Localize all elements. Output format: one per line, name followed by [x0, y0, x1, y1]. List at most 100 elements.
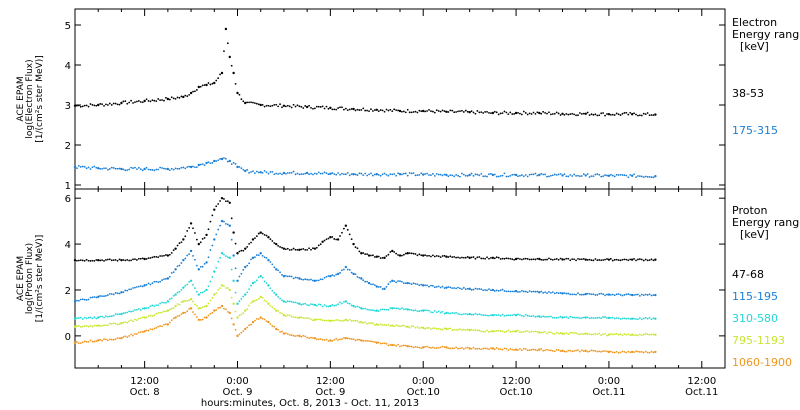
- data-point-trail: [478, 111, 481, 114]
- data-point-trail: [302, 173, 305, 176]
- data-point: [282, 104, 286, 108]
- data-point: [514, 257, 518, 261]
- data-point-trail: [418, 173, 421, 176]
- data-point-trail: [348, 233, 351, 236]
- data-point: [352, 304, 355, 308]
- data-point: [197, 242, 201, 246]
- data-point-trail: [395, 324, 398, 327]
- data-point: [654, 317, 657, 320]
- data-point: [189, 297, 193, 301]
- data-point-trail: [459, 175, 461, 178]
- data-point-trail: [255, 318, 258, 320]
- data-point-trail: [602, 175, 605, 178]
- data-point-trail: [99, 315, 102, 318]
- data-point-trail: [638, 351, 641, 353]
- data-point-trail: [598, 332, 601, 335]
- data-point: [538, 315, 541, 318]
- data-point-trail: [288, 300, 291, 303]
- data-point: [514, 314, 518, 317]
- data-point-trail: [87, 340, 90, 343]
- data-point-trail: [288, 105, 291, 108]
- data-point-trail: [586, 111, 589, 114]
- data-point-trail: [215, 309, 218, 311]
- data-point-trail: [250, 301, 252, 304]
- data-point-trail: [317, 318, 320, 321]
- data-point-trail: [532, 314, 535, 317]
- data-point-trail: [619, 114, 622, 116]
- data-point-trail: [257, 254, 260, 257]
- data-point: [259, 252, 262, 255]
- data-point: [561, 258, 564, 261]
- data-point-trail: [642, 259, 645, 262]
- data-point-trail: [606, 293, 608, 296]
- data-point-trail: [524, 330, 527, 333]
- data-point-trail: [188, 280, 191, 283]
- legend-entry: 38-53: [732, 87, 764, 100]
- data-point: [205, 304, 208, 308]
- data-point: [251, 281, 255, 285]
- data-point: [422, 326, 425, 330]
- data-point: [352, 173, 355, 176]
- data-point-trail: [501, 174, 504, 177]
- data-point-trail: [180, 95, 183, 98]
- data-point-trail: [497, 256, 500, 259]
- data-point-trail: [83, 104, 86, 107]
- data-point: [213, 238, 216, 241]
- legend-entry: 175-315: [732, 124, 778, 137]
- data-point-trail: [615, 173, 618, 176]
- data-point-trail: [453, 347, 456, 350]
- data-point-trail: [490, 172, 492, 175]
- data-point-trail: [195, 166, 198, 168]
- data-point-trail: [569, 293, 572, 296]
- data-point-trail: [404, 325, 407, 328]
- data-point-trail: [358, 338, 361, 341]
- data-point-trail: [226, 310, 229, 313]
- data-point-trail: [172, 307, 175, 309]
- data-point-trail: [431, 254, 434, 257]
- data-point-trail: [505, 175, 508, 178]
- data-point-trail: [79, 325, 82, 328]
- data-point-trail: [358, 306, 361, 309]
- data-point: [174, 268, 177, 271]
- data-point-trail: [319, 338, 322, 340]
- data-point-trail: [509, 348, 512, 350]
- data-point-trail: [139, 308, 142, 311]
- data-point-trail: [201, 84, 204, 87]
- data-point-trail: [155, 280, 158, 283]
- data-point: [232, 254, 235, 257]
- data-point-trail: [312, 303, 314, 306]
- data-point-trail: [638, 333, 641, 336]
- data-point-trail: [226, 200, 229, 203]
- data-point-trail: [637, 293, 639, 296]
- data-point-trail: [124, 311, 127, 314]
- data-point-trail: [433, 309, 436, 312]
- data-point-trail: [372, 110, 374, 112]
- data-point-trail: [511, 314, 514, 317]
- data-point-trail: [132, 167, 134, 170]
- data-point: [491, 347, 495, 350]
- data-point-trail: [459, 287, 461, 290]
- data-point-trail: [579, 175, 581, 178]
- data-point: [259, 103, 262, 107]
- data-point: [391, 249, 394, 253]
- data-point-trail: [646, 294, 649, 296]
- data-point: [445, 110, 448, 114]
- data-point-trail: [652, 114, 655, 117]
- data-point-trail: [207, 161, 210, 164]
- data-point-trail: [590, 316, 593, 319]
- data-point-trail: [457, 312, 459, 315]
- data-point-trail: [526, 291, 529, 294]
- data-point-trail: [495, 256, 498, 259]
- data-point: [654, 350, 657, 354]
- data-point-trail: [462, 256, 465, 259]
- data-point-trail: [149, 314, 152, 317]
- legend-entry: 1060-1900: [732, 356, 792, 369]
- data-point-trail: [524, 290, 527, 293]
- data-point-trail: [263, 233, 266, 236]
- data-point-trail: [414, 110, 417, 113]
- data-point-trail: [598, 292, 601, 295]
- data-point-trail: [348, 302, 351, 305]
- data-point-trail: [397, 254, 399, 256]
- data-point-trail: [137, 317, 140, 320]
- data-point-trail: [294, 335, 297, 338]
